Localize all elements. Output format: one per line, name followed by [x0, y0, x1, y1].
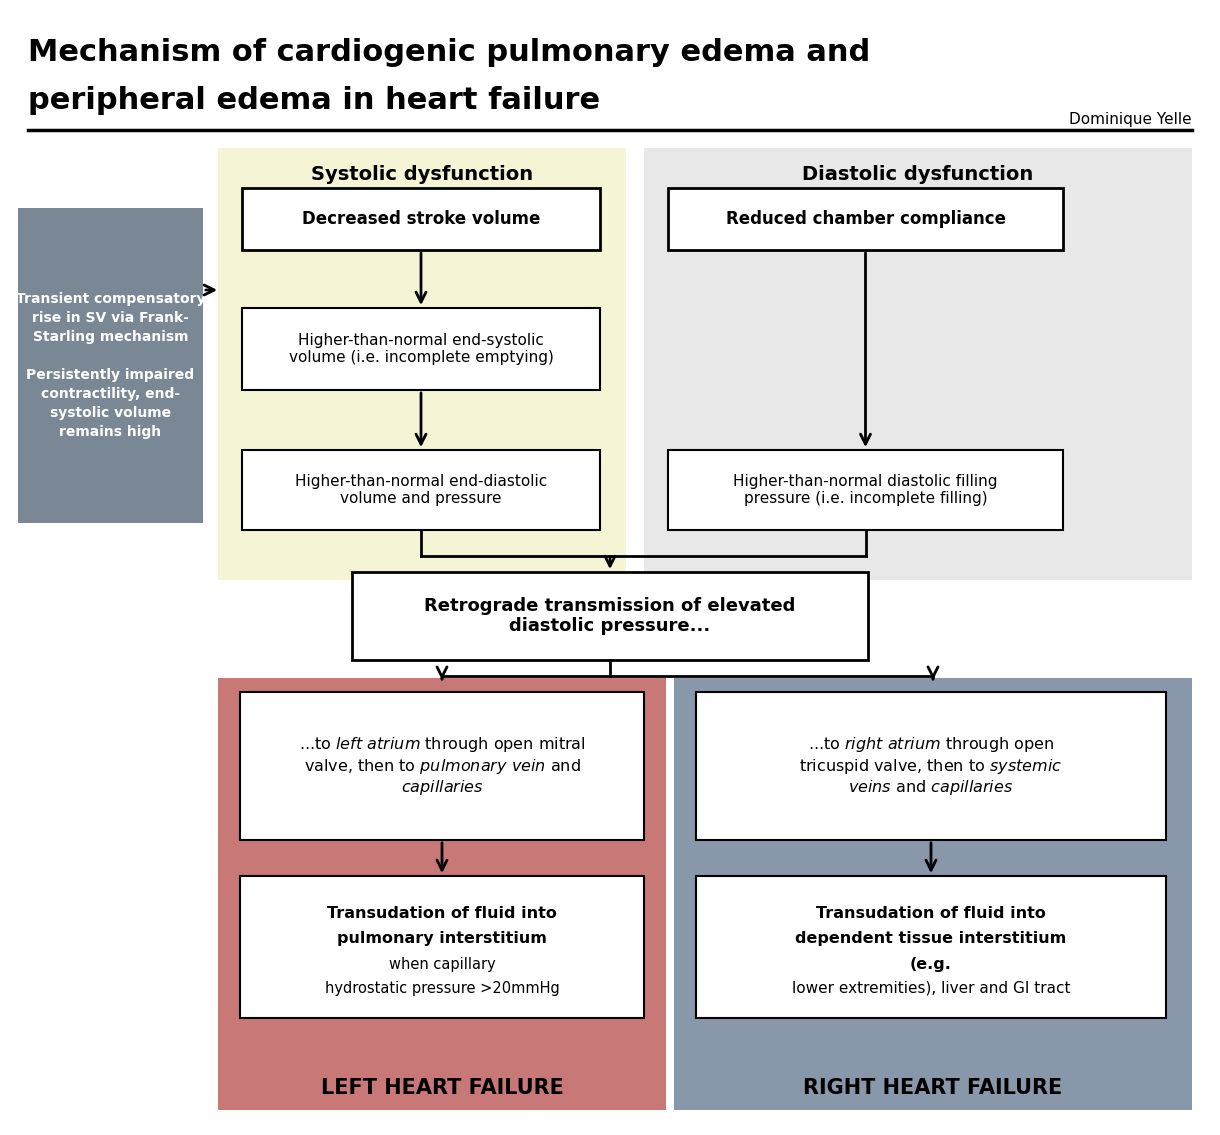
FancyBboxPatch shape	[242, 449, 600, 530]
Text: (e.g.: (e.g.	[910, 957, 952, 972]
Text: dependent tissue interstitium: dependent tissue interstitium	[795, 932, 1066, 947]
Text: Retrograde transmission of elevated
diastolic pressure...: Retrograde transmission of elevated dias…	[425, 597, 795, 636]
FancyBboxPatch shape	[695, 876, 1166, 1018]
Text: Decreased stroke volume: Decreased stroke volume	[301, 210, 540, 228]
FancyBboxPatch shape	[218, 678, 666, 1110]
FancyBboxPatch shape	[353, 572, 867, 659]
FancyBboxPatch shape	[669, 188, 1063, 250]
Text: peripheral edema in heart failure: peripheral edema in heart failure	[28, 86, 600, 115]
FancyBboxPatch shape	[240, 876, 644, 1018]
Text: hydrostatic pressure >20mmHg: hydrostatic pressure >20mmHg	[325, 981, 560, 995]
FancyBboxPatch shape	[242, 308, 600, 390]
FancyBboxPatch shape	[695, 692, 1166, 840]
Text: LEFT HEART FAILURE: LEFT HEART FAILURE	[321, 1078, 564, 1098]
Text: Mechanism of cardiogenic pulmonary edema and: Mechanism of cardiogenic pulmonary edema…	[28, 37, 870, 67]
Text: RIGHT HEART FAILURE: RIGHT HEART FAILURE	[804, 1078, 1063, 1098]
Text: Reduced chamber compliance: Reduced chamber compliance	[726, 210, 1005, 228]
Text: Systolic dysfunction: Systolic dysfunction	[311, 165, 533, 184]
Text: Higher-than-normal end-systolic
volume (i.e. incomplete emptying): Higher-than-normal end-systolic volume (…	[289, 333, 554, 365]
Text: ...to $\it{left\ atrium}$ through open mitral
valve, then to $\it{pulmonary\ vei: ...to $\it{left\ atrium}$ through open m…	[299, 734, 586, 797]
Text: Higher-than-normal diastolic filling
pressure (i.e. incomplete filling): Higher-than-normal diastolic filling pre…	[733, 473, 998, 506]
Text: Transudation of fluid into: Transudation of fluid into	[816, 907, 1046, 922]
Text: pulmonary interstitium: pulmonary interstitium	[337, 932, 547, 947]
Text: Higher-than-normal end-diastolic
volume and pressure: Higher-than-normal end-diastolic volume …	[295, 473, 547, 506]
FancyBboxPatch shape	[669, 449, 1063, 530]
Text: Diastolic dysfunction: Diastolic dysfunction	[803, 165, 1033, 184]
FancyBboxPatch shape	[644, 148, 1192, 580]
Text: Transient compensatory
rise in SV via Frank-
Starling mechanism

Persistently im: Transient compensatory rise in SV via Fr…	[16, 292, 205, 439]
Text: Dominique Yelle: Dominique Yelle	[1070, 112, 1192, 127]
FancyBboxPatch shape	[218, 148, 626, 580]
FancyBboxPatch shape	[18, 208, 203, 523]
Text: Transudation of fluid into: Transudation of fluid into	[327, 907, 558, 922]
Text: lower extremities), liver and GI tract: lower extremities), liver and GI tract	[792, 981, 1070, 995]
FancyBboxPatch shape	[242, 188, 600, 250]
FancyBboxPatch shape	[673, 678, 1192, 1110]
Text: ...to $\it{right\ atrium}$ through open
tricuspid valve, then to $\it{systemic}$: ...to $\it{right\ atrium}$ through open …	[799, 734, 1063, 797]
Text: when capillary: when capillary	[389, 957, 495, 972]
FancyBboxPatch shape	[240, 692, 644, 840]
